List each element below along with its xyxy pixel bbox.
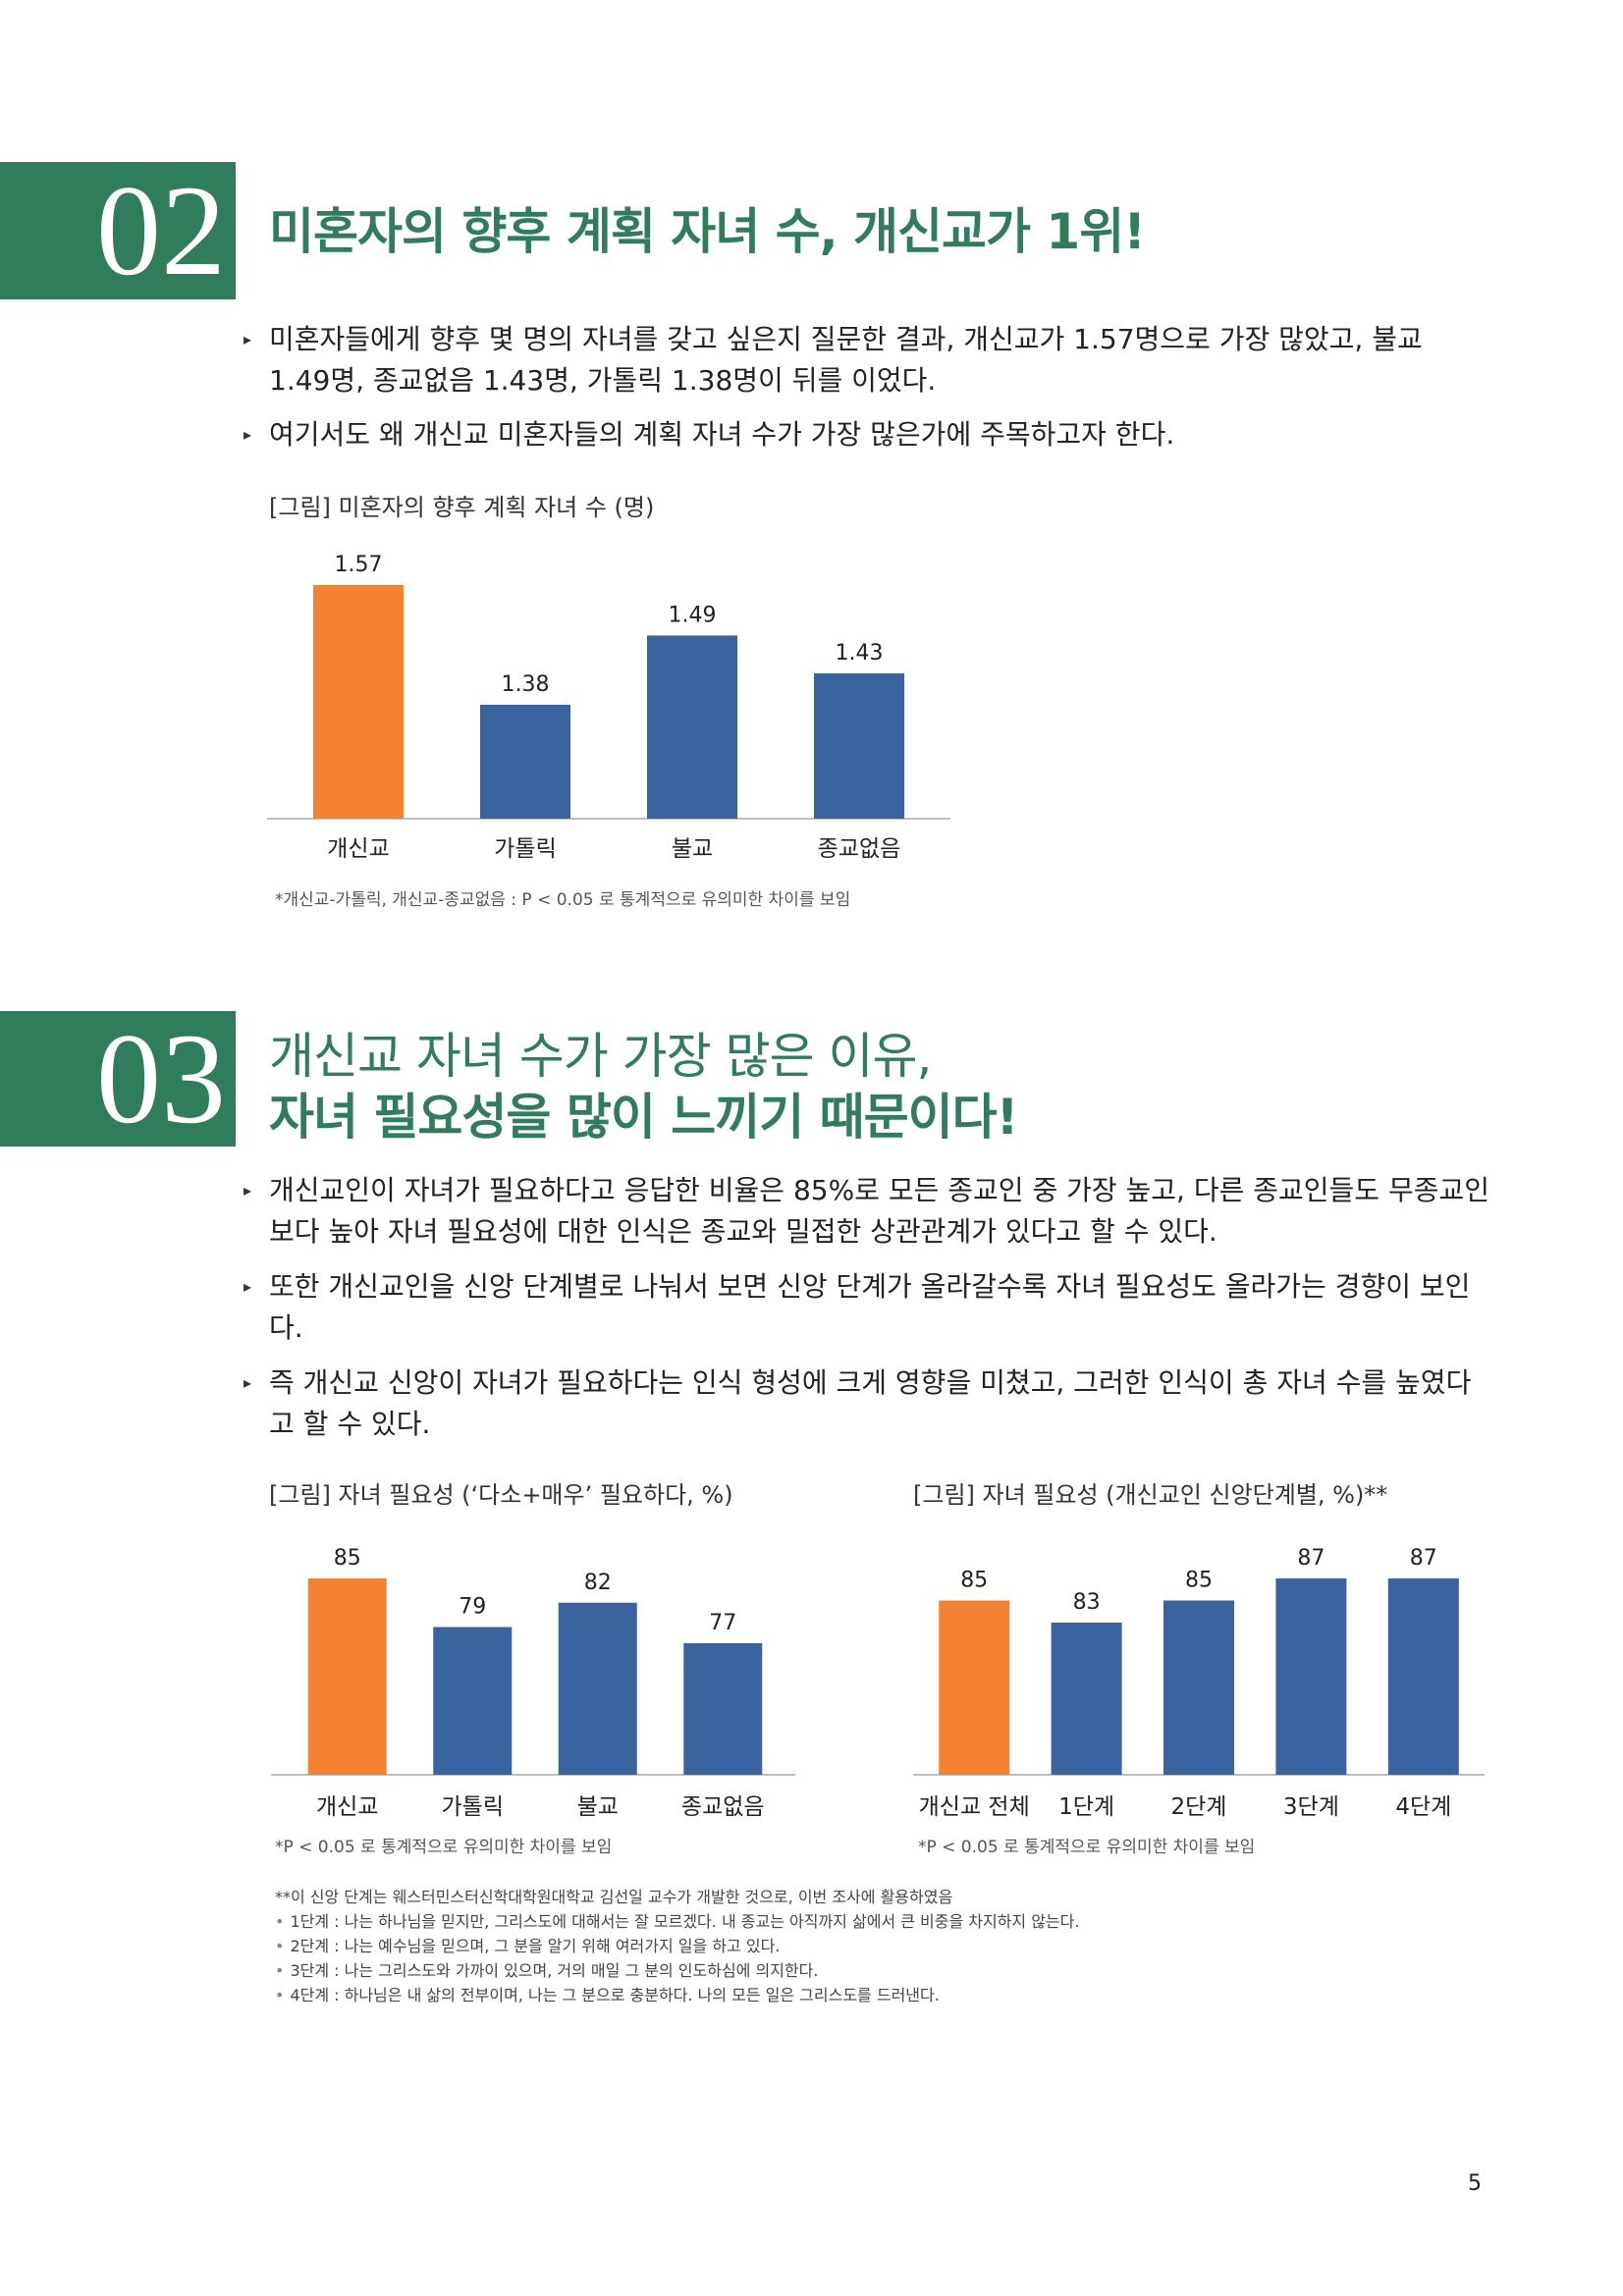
footnote-item-1: • 1단계 : 나는 하나님을 믿지만, 그리스도에 대해서는 잘 모르겠다. 내… [275, 1912, 1080, 1931]
bullet-marker-icon: ▸ [243, 1373, 252, 1392]
footnote-item-4: • 4단계 : 하나님은 내 삶의 전부이며, 나는 그 분으로 충분하다. 나의… [275, 1986, 940, 2004]
category-label-1: 개신교 [327, 836, 389, 862]
bar-4 [683, 1643, 763, 1775]
section-03-title-line2: 자녀 필요성을 많이 느끼기 때문이다! [269, 1089, 1018, 1146]
data-label-4: 77 [709, 1611, 736, 1635]
bullet-marker-icon: ▸ [243, 425, 252, 444]
bullet-marker-icon: ▸ [243, 1277, 252, 1296]
bullet-marker-icon: ▸ [243, 1181, 252, 1200]
bar-1 [307, 1578, 387, 1775]
category-label-3: 불교 [577, 1794, 619, 1820]
category-label-3: 불교 [672, 836, 713, 862]
category-label-3: 2단계 [1171, 1794, 1227, 1820]
category-label-1: 개신교 [316, 1794, 378, 1820]
data-label-2: 1.38 [502, 672, 550, 697]
bar-5 [1387, 1578, 1459, 1775]
footnote-head: **이 신앙 단계는 웨스터민스터신학대학원대학교 김선일 교수가 개발한 것으… [275, 1888, 953, 1906]
chart1-title: [그림] 미혼자의 향후 계획 자녀 수 (명) [269, 494, 655, 521]
bar-4 [814, 672, 904, 819]
category-label-2: 가톨릭 [494, 836, 556, 862]
data-label-3: 85 [1185, 1569, 1213, 1593]
category-label-2: 1단계 [1058, 1794, 1114, 1820]
bar-1 [313, 585, 404, 819]
data-label-4: 87 [1297, 1546, 1325, 1571]
category-label-5: 4단계 [1395, 1794, 1451, 1820]
bar-3 [647, 635, 737, 819]
section-02-title: 미혼자의 향후 계획 자녀 수, 개신교가 1위! [269, 203, 1146, 260]
chart3-title: [그림] 자녀 필요성 (개신교인 신앙단계별, %)** [913, 1481, 1388, 1509]
sec03-bullet-3: ▸ 즉 개신교 신앙이 자녀가 필요하다는 인식 형성에 크게 영향을 미쳤고,… [243, 1362, 1490, 1445]
bar-1 [939, 1600, 1010, 1775]
sec02-bullet-1: ▸ 미혼자들에게 향후 몇 명의 자녀를 갖고 싶은지 질문한 결과, 개신교가… [243, 319, 1490, 401]
chart3-note: *P < 0.05 로 통계적으로 유의미한 차이를 보임 [918, 1838, 1256, 1857]
bar-2 [433, 1627, 513, 1775]
chart2-note: *P < 0.05 로 통계적으로 유의미한 차이를 보임 [275, 1838, 613, 1857]
chart-child-necessity-religion: 85 개신교 79 가톨릭 82 불교 77 종교없음 [271, 1546, 795, 1820]
category-label-4: 종교없음 [818, 836, 901, 862]
sec02-bullet-2-text: 여기서도 왜 개신교 미혼자들의 계획 자녀 수가 가장 많은가에 주목하고자 … [269, 418, 1175, 451]
chart-planned-children: 1.57 개신교 1.38 가톨릭 1.49 불교 1.43 종교없음 [267, 553, 950, 862]
footnote-item-2: • 2단계 : 나는 예수님을 믿으며, 그 분을 알기 위해 여러가지 일을 하… [275, 1937, 781, 1955]
sec03-bullet-1-text: 개신교인이 자녀가 필요하다고 응답한 비율은 85%로 모든 종교인 중 가장… [269, 1174, 1490, 1248]
chart-child-necessity-faith-stage: 85 개신교 전체 83 1단계 85 2단계 87 3단계 87 4단계 [913, 1546, 1485, 1820]
section-number-02: 02 [0, 162, 236, 299]
category-label-4: 3단계 [1283, 1794, 1339, 1820]
category-label-1: 개신교 전체 [919, 1794, 1030, 1820]
data-label-2: 79 [459, 1595, 486, 1620]
data-label-1: 1.57 [335, 553, 383, 577]
section-03-title-line1: 개신교 자녀 수가 가장 많은 이유, [269, 1028, 932, 1085]
bar-2 [1051, 1623, 1122, 1775]
data-label-1: 85 [960, 1569, 988, 1593]
section-number-03: 03 [0, 1011, 236, 1147]
chart2-title: [그림] 자녀 필요성 (‘다소+매우’ 필요하다, %) [269, 1481, 733, 1509]
footnote-item-3: • 3단계 : 나는 그리스도와 가까이 있으며, 거의 매일 그 분의 인도하심… [275, 1961, 819, 1980]
sec03-bullet-3-text: 즉 개신교 신앙이 자녀가 필요하다는 인식 형성에 크게 영향을 미쳤고, 그… [269, 1366, 1472, 1440]
sec02-bullet-2: ▸ 여기서도 왜 개신교 미혼자들의 계획 자녀 수가 가장 많은가에 주목하고… [243, 414, 1490, 455]
sec03-bullet-2: ▸ 또한 개신교인을 신앙 단계별로 나눠서 보면 신앙 단계가 올라갈수록 자… [243, 1266, 1490, 1349]
sec02-bullet-1-text: 미혼자들에게 향후 몇 명의 자녀를 갖고 싶은지 질문한 결과, 개신교가 1… [269, 323, 1423, 397]
data-label-1: 85 [334, 1546, 361, 1571]
page-number: 5 [1468, 2171, 1482, 2196]
bar-3 [558, 1602, 637, 1775]
category-label-4: 종교없음 [681, 1794, 765, 1820]
data-label-3: 82 [584, 1571, 612, 1595]
sec03-bullet-1: ▸ 개신교인이 자녀가 필요하다고 응답한 비율은 85%로 모든 종교인 중 … [243, 1170, 1490, 1253]
data-label-2: 83 [1073, 1590, 1101, 1615]
sec03-bullet-2-text: 또한 개신교인을 신앙 단계별로 나눠서 보면 신앙 단계가 올라갈수록 자녀 … [269, 1270, 1471, 1344]
data-label-5: 87 [1410, 1546, 1437, 1571]
bullet-marker-icon: ▸ [243, 330, 252, 348]
bar-2 [480, 705, 570, 819]
bar-3 [1163, 1600, 1234, 1775]
bar-4 [1275, 1578, 1347, 1775]
data-label-3: 1.49 [669, 603, 717, 627]
data-label-4: 1.43 [836, 641, 884, 666]
chart1-note: *개신교-가톨릭, 개신교-종교없음 : P < 0.05 로 통계적으로 유의… [275, 890, 851, 910]
category-label-2: 가톨릭 [442, 1794, 504, 1820]
